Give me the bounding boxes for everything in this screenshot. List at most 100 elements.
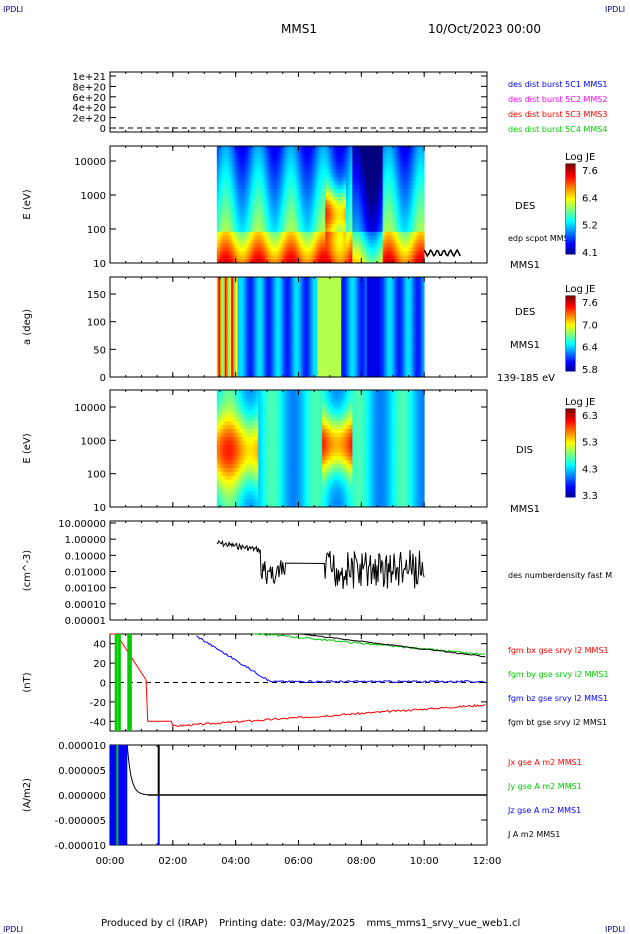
des-pitch-cell	[223, 320, 226, 325]
des-energy-cell	[408, 235, 411, 240]
des-energy-cell	[350, 177, 353, 182]
des-energy-cell	[334, 157, 337, 162]
des-pitch-cell	[218, 317, 221, 321]
des-energy-cell	[411, 216, 414, 221]
des-energy-cell	[390, 239, 393, 244]
des-energy-cell	[336, 165, 339, 170]
des-energy-cell	[229, 200, 232, 205]
des-energy-cell	[365, 247, 368, 252]
des-energy-cell	[384, 146, 387, 151]
des-energy-cell	[306, 157, 309, 162]
des-energy-cell	[355, 153, 358, 159]
des-energy-cell	[336, 204, 339, 209]
des-energy-cell	[357, 220, 360, 225]
des-energy-cell	[314, 153, 317, 159]
des-energy-cell	[342, 235, 345, 240]
des-energy-cell	[272, 185, 275, 190]
des-energy-cell	[328, 204, 331, 209]
des-energy-cell	[224, 251, 227, 256]
des-energy-cell	[344, 196, 347, 201]
des-energy-cell	[290, 251, 293, 256]
des-energy-cell	[243, 224, 246, 229]
des-energy-cell	[393, 239, 396, 244]
des-energy-cell	[322, 220, 325, 225]
des-energy-cell	[371, 169, 374, 174]
des-pitch-cell	[226, 340, 229, 345]
des-energy-cell	[293, 185, 296, 190]
des-energy-cell	[235, 188, 238, 194]
des-energy-cell	[382, 153, 385, 159]
des-energy-cell	[420, 208, 423, 213]
des-energy-cell	[363, 212, 366, 217]
des-energy-cell	[360, 165, 363, 170]
des-energy-cell	[395, 212, 398, 217]
des-energy-cell	[357, 161, 360, 166]
des-energy-cell	[310, 216, 313, 221]
des-energy-cell	[267, 177, 270, 182]
des-pitch-cell	[234, 293, 237, 298]
des-energy-cell	[369, 208, 372, 213]
des-energy-cell	[279, 243, 282, 248]
des-energy-cell	[302, 220, 305, 225]
des-pitch-cell	[218, 283, 221, 288]
des-energy-cell	[280, 204, 283, 209]
des-pitch-cell	[218, 297, 221, 301]
des-energy-cell	[242, 169, 245, 174]
des-energy-cell	[245, 247, 248, 252]
des-energy-cell	[389, 247, 392, 252]
des-energy-cell	[339, 192, 342, 198]
des-energy-cell	[330, 149, 333, 155]
des-pitch-cell	[218, 343, 221, 348]
des-energy-cell	[299, 224, 302, 229]
des-energy-cell	[247, 251, 250, 256]
des-energy-cell	[234, 192, 237, 198]
des-energy-cell	[248, 204, 251, 209]
des-energy-cell	[229, 255, 232, 260]
des-energy-cell	[291, 146, 294, 151]
des-energy-cell	[288, 173, 291, 178]
des-energy-cell	[220, 196, 223, 201]
des-energy-cell	[226, 216, 229, 221]
des-pitch-cell	[231, 277, 234, 281]
des-energy-cell	[323, 239, 326, 244]
burst-legend-item: des dist burst 5C4 MMS4	[508, 125, 607, 134]
des-energy-cell	[271, 255, 274, 260]
des-energy-cell	[358, 259, 361, 264]
des-energy-cell	[239, 169, 242, 174]
des-energy-cell	[288, 200, 291, 205]
des-energy-cell	[280, 173, 283, 178]
des-energy-colorbar-tick: 5.2	[582, 221, 598, 232]
des-energy-cell	[256, 173, 259, 178]
des-energy-cell	[358, 165, 361, 170]
des-energy-cell	[280, 153, 283, 159]
des-energy-cell	[400, 212, 403, 217]
des-energy-cell	[271, 204, 274, 209]
des-pitch-cell	[224, 373, 227, 378]
des-energy-cell	[277, 169, 280, 174]
des-energy-cell	[408, 146, 411, 151]
des-energy-cell	[275, 177, 278, 182]
des-energy-cell	[245, 181, 248, 186]
des-energy-cell	[266, 247, 269, 252]
des-energy-cell	[293, 192, 296, 198]
des-energy-cell	[231, 216, 234, 221]
des-energy-cell	[328, 161, 331, 166]
des-energy-cell	[247, 208, 250, 213]
des-energy-cell	[304, 259, 307, 264]
des-energy-cell	[398, 149, 401, 155]
des-energy-cell	[259, 235, 262, 240]
des-energy-cell	[344, 149, 347, 155]
des-energy-colorbar-cell	[566, 166, 575, 169]
des-energy-cell	[255, 153, 258, 159]
des-energy-cell	[232, 185, 235, 190]
des-energy-cell	[409, 255, 412, 260]
des-energy-cell	[263, 173, 266, 178]
des-energy-cell	[285, 247, 288, 252]
des-energy-cell	[357, 185, 360, 190]
des-energy-cell	[224, 259, 227, 264]
des-energy-cell	[299, 149, 302, 155]
des-pitch-cell	[221, 370, 224, 375]
des-energy-cell	[261, 247, 264, 252]
des-energy-cell	[385, 224, 388, 229]
des-energy-cell	[283, 185, 286, 190]
